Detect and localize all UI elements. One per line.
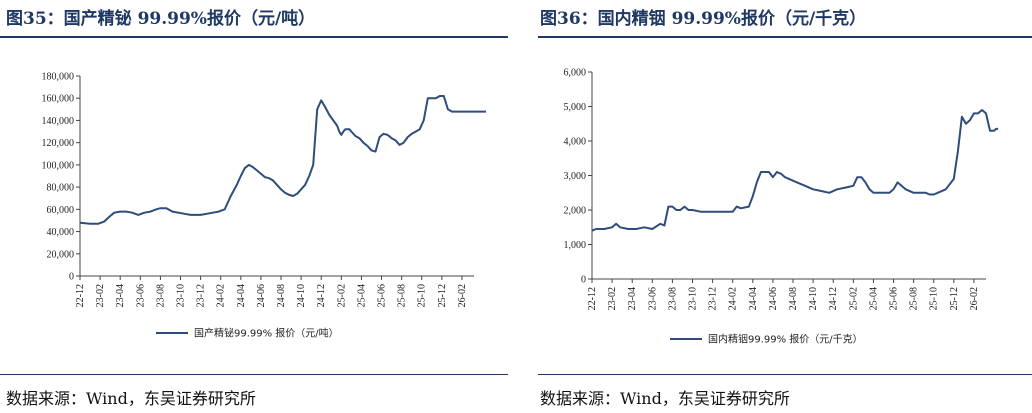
x-tick-label: 23-02 [607,287,618,310]
x-tick-label: 23-04 [115,284,126,307]
y-tick-label: 80,000 [47,183,75,194]
x-tick-label: 23-02 [95,284,106,307]
y-tick-label: 140,000 [42,116,75,127]
x-tick-label: 24-06 [768,287,779,310]
x-tick-label: 23-06 [135,284,146,307]
x-tick-label: 23-08 [155,284,166,307]
chart-title: 图35：国产精铋 99.99%报价（元/吨） [6,9,316,29]
x-tick-label: 23-10 [176,284,187,307]
y-tick-label: 180,000 [42,72,75,83]
x-tick-label: 25-02 [336,284,347,307]
x-tick-label: 23-04 [627,287,638,310]
x-tick-label: 25-08 [909,287,920,310]
x-tick-label: 26-02 [457,284,468,307]
legend-label: 国内精铟99.99% 报价（元/千克） [708,333,863,346]
x-tick-label: 25-12 [437,284,448,307]
chart-panel-bismuth: 图35：国产精铋 99.99%报价（元/吨） 0 20,000 40,000 60,0… [0,9,508,408]
y-tick-label: 5,000 [564,102,587,113]
x-tick-label: 25-08 [397,284,408,307]
x-tick-label: 24-06 [256,284,267,307]
x-tick-label: 24-02 [216,284,227,307]
indium-price-chart: 0 1,000 2,000 3,000 4,000 5,000 6,000 22-12 23-0… [564,68,999,346]
chart-title: 图36：国内精铟 99.99%报价（元/千克） [540,9,867,29]
x-tick-label: 24-04 [748,287,759,310]
x-tick-label: 24-12 [316,284,327,307]
source-divider [538,374,1032,375]
bismuth-price-chart: 0 20,000 40,000 60,000 80,000 100,000 120,000 1… [42,72,487,340]
y-tick-label: 6,000 [564,68,587,79]
x-tick-label: 25-04 [868,287,879,310]
y-tick-label: 3,000 [564,171,587,182]
y-tick-label: 40,000 [47,227,75,238]
legend-label: 国产精铋99.99% 报价（元/吨） [194,327,339,340]
series-line [79,95,487,225]
x-tick-label: 23-08 [667,287,678,310]
x-tick-label: 25-02 [848,287,859,310]
y-tick-label: 2,000 [564,206,587,217]
x-tick-label: 25-12 [949,287,960,310]
y-tick-label: 1,000 [564,240,587,251]
title-divider [0,36,508,38]
title-divider [538,36,1032,38]
x-tick-label: 25-06 [889,287,900,310]
source-divider [0,374,508,375]
x-tick-label: 24-12 [828,287,839,310]
x-tick-label: 25-10 [929,287,940,310]
x-tick-label: 23-10 [688,287,699,310]
source-note: 数据来源：Wind，东吴证券研究所 [540,389,790,408]
y-tick-label: 160,000 [42,94,75,105]
x-tick-label: 26-02 [969,287,980,310]
x-tick-label: 25-10 [417,284,428,307]
x-tick-label: 24-08 [276,284,287,307]
x-tick-label: 22-12 [75,284,86,307]
x-tick-label: 24-04 [236,284,247,307]
y-tick-label: 0 [69,272,74,283]
x-tick-label: 23-12 [708,287,719,310]
source-note: 数据来源：Wind，东吴证券研究所 [6,389,256,408]
x-tick-label: 22-12 [587,287,598,310]
x-tick-label: 23-12 [196,284,207,307]
series-line [591,109,999,232]
y-tick-label: 4,000 [564,137,587,148]
chart-panel-indium: 图36：国内精铟 99.99%报价（元/千克） 0 1,000 2,000 3,000… [516,0,1032,413]
y-tick-label: 100,000 [42,160,75,171]
x-tick-label: 23-06 [647,287,658,310]
y-tick-label: 20,000 [47,249,75,260]
x-tick-label: 24-10 [296,284,307,307]
x-tick-label: 24-02 [728,287,739,310]
y-tick-label: 0 [581,275,586,286]
x-tick-label: 25-06 [377,284,388,307]
x-tick-label: 25-04 [356,284,367,307]
x-tick-label: 24-10 [808,287,819,310]
y-tick-label: 60,000 [47,205,75,216]
y-tick-label: 120,000 [42,138,75,149]
x-tick-label: 24-08 [788,287,799,310]
